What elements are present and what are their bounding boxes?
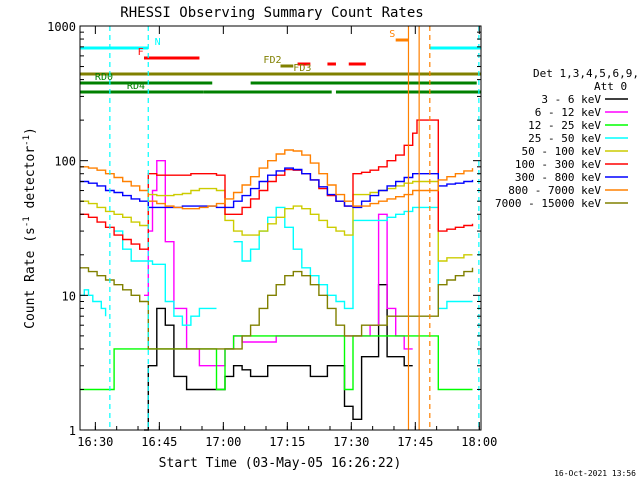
series-line-0 [144,284,413,431]
series-line-4 [80,180,473,262]
legend-label-8: 7000 - 15000 keV [495,197,601,210]
y-tick-label-2: 100 [54,155,76,169]
chart-title: RHESSI Observing Summary Count Rates [120,5,423,21]
flag-label-1: F [138,47,144,58]
y-tick-label-0: 1 [69,424,76,438]
series-line-8 [80,267,474,350]
y-axis-label: Count Rate (s-1 detector-1) [22,127,38,329]
legend-header-1: Att 0 [594,80,627,93]
plot-frame [79,25,482,431]
x-tick-label-4: 17:30 [333,435,369,449]
instrument-flags: NF FD2 S FD3 RD0 RD4 [80,29,481,94]
series-line-2 [80,335,473,391]
x-tick-label-5: 17:45 [397,435,433,449]
y-axis: 1 10 100 1000 [47,20,481,438]
x-tick-label-2: 17:00 [205,435,241,449]
legend-label-1: 6 - 12 keV [535,106,602,119]
x-axis-label: Start Time (03-May-05 16:26:22) [159,456,402,471]
series-line-7 [80,149,474,210]
legend-label-6: 300 - 800 keV [515,171,601,184]
x-tick-label-3: 17:15 [269,435,305,449]
legend-label-2: 12 - 25 keV [528,119,601,132]
legend-label-0: 3 - 6 keV [541,93,601,106]
legend-label-5: 100 - 300 keV [515,158,601,171]
x-tick-label-6: 18:00 [461,435,497,449]
legend-label-7: 800 - 7000 keV [508,184,601,197]
series-line-6 [80,167,474,209]
legend-header-0: Det 1,3,4,5,6,9, [533,67,639,80]
x-tick-label-0: 16:30 [77,435,113,449]
flag-label-4: S [389,29,395,40]
flag-label-6: RD0 [95,72,113,83]
flag-label-7: RD4 [127,81,145,92]
x-axis: 16:30 16:45 17:00 17:15 17:30 17:45 18:00 [77,26,497,449]
y-tick-label-1: 10 [62,289,76,303]
series-line-3 [80,206,473,326]
footer-date: 16-Oct-2021 13:56 [554,469,636,478]
flag-label-2: FD2 [263,55,281,66]
time-markers [109,26,480,430]
legend-label-3: 25 - 50 keV [528,132,601,145]
x-tick-label-1: 16:45 [141,435,177,449]
y-tick-label-3: 1000 [47,20,76,34]
flag-label-5: FD3 [293,63,311,74]
series-lines [80,119,474,431]
flag-label-0: N [155,37,161,48]
legend-label-4: 50 - 100 keV [522,145,602,158]
